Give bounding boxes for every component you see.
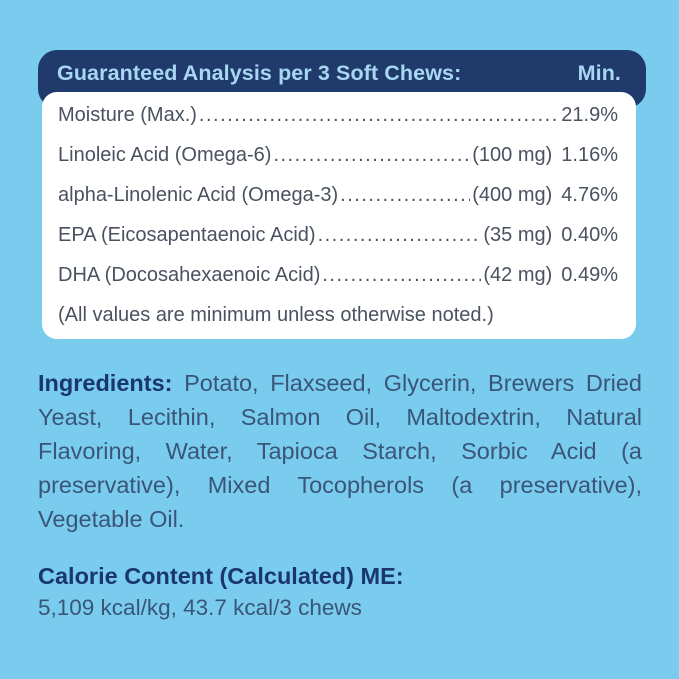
analysis-row: alpha-Linolenic Acid (Omega-3) (400 mg) 4.… <box>58 175 618 215</box>
dot-leader <box>340 175 470 215</box>
nutrient-min-percent: 4.76% <box>561 184 618 206</box>
dot-leader <box>322 255 481 295</box>
nutrient-name: alpha-Linolenic Acid (Omega-3) <box>58 184 339 206</box>
analysis-row: DHA (Docosahexaenoic Acid) (42 mg) 0.49% <box>58 255 618 295</box>
dot-leader <box>273 135 470 175</box>
analysis-footnote: (All values are minimum unless otherwise… <box>58 304 494 326</box>
calorie-content-label: Calorie Content (Calculated) ME: <box>38 563 404 589</box>
nutrient-name: EPA (Eicosapentaenoic Acid) <box>58 224 316 246</box>
nutrient-min-percent: 1.16% <box>561 144 618 166</box>
nutrient-min-percent: 0.49% <box>561 264 618 286</box>
analysis-row: Moisture (Max.) 21.9% <box>58 95 618 135</box>
nutrient-amount: (35 mg) <box>483 224 553 246</box>
guaranteed-analysis-title: Guaranteed Analysis per 3 Soft Chews: <box>57 61 462 85</box>
ingredients-paragraph: Ingredients: Potato, Flaxseed, Glycerin,… <box>38 366 642 536</box>
dot-leader <box>199 95 559 135</box>
analysis-row: EPA (Eicosapentaenoic Acid) (35 mg) 0.40% <box>58 215 618 255</box>
min-column-header: Min. <box>577 61 621 85</box>
ingredients-label: Ingredients: <box>38 370 173 396</box>
analysis-rows: Moisture (Max.) 21.9% Linoleic Acid (Omega… <box>58 95 618 295</box>
ingredients-text: Potato, Flaxseed, Glycerin, Brewers Drie… <box>38 370 642 532</box>
nutrient-name: DHA (Docosahexaenoic Acid) <box>58 264 321 286</box>
nutrient-name: Moisture (Max.) <box>58 104 197 126</box>
nutrient-amount: (100 mg) <box>472 144 553 166</box>
calorie-content-value: 5,109 kcal/kg, 43.7 kcal/3 chews <box>38 595 362 620</box>
guaranteed-analysis-card: Moisture (Max.) 21.9% Linoleic Acid (Omega… <box>42 92 636 339</box>
analysis-row: Linoleic Acid (Omega-6) (100 mg) 1.16% <box>58 135 618 175</box>
dot-leader <box>318 215 482 255</box>
nutrient-amount: (42 mg) <box>483 264 553 286</box>
calorie-content-section: Calorie Content (Calculated) ME: 5,109 k… <box>38 561 642 624</box>
nutrient-amount: (400 mg) <box>472 184 553 206</box>
nutrient-name: Linoleic Acid (Omega-6) <box>58 144 272 166</box>
nutrient-min-percent: 0.40% <box>561 224 618 246</box>
nutrient-min-percent: 21.9% <box>561 104 618 126</box>
